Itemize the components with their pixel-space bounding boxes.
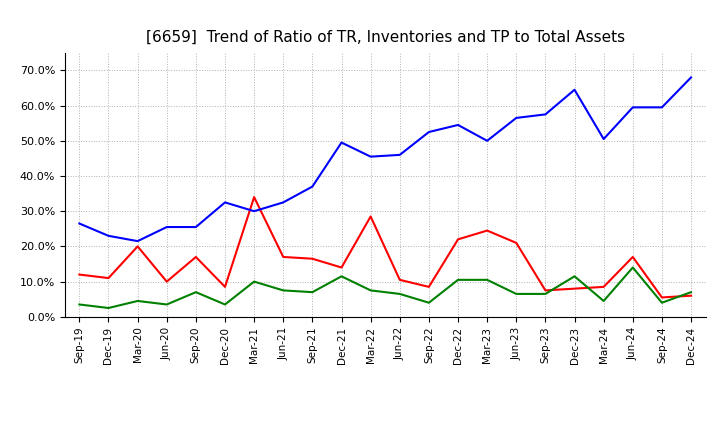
Inventories (104, 233, 113, 238)
Trade Receivables (629, 254, 637, 260)
Trade Payables (657, 300, 666, 305)
Inventories (250, 209, 258, 214)
Trade Receivables (599, 284, 608, 290)
Inventories (483, 138, 492, 143)
Inventories (454, 122, 462, 128)
Trade Receivables (454, 237, 462, 242)
Trade Receivables (657, 295, 666, 300)
Trade Receivables (133, 244, 142, 249)
Trade Receivables (366, 214, 375, 219)
Trade Receivables (483, 228, 492, 233)
Inventories (163, 224, 171, 230)
Trade Receivables (687, 293, 696, 298)
Inventories (308, 184, 317, 189)
Trade Payables (454, 277, 462, 282)
Inventories (541, 112, 550, 117)
Trade Receivables (395, 277, 404, 282)
Inventories (133, 238, 142, 244)
Line: Trade Receivables: Trade Receivables (79, 197, 691, 297)
Inventories (570, 87, 579, 92)
Inventories (687, 75, 696, 80)
Trade Payables (337, 274, 346, 279)
Inventories (192, 224, 200, 230)
Inventories (425, 129, 433, 135)
Inventories (629, 105, 637, 110)
Trade Payables (163, 302, 171, 307)
Trade Receivables (570, 286, 579, 291)
Trade Receivables (163, 279, 171, 284)
Trade Payables (425, 300, 433, 305)
Inventories (657, 105, 666, 110)
Trade Payables (192, 290, 200, 295)
Title: [6659]  Trend of Ratio of TR, Inventories and TP to Total Assets: [6659] Trend of Ratio of TR, Inventories… (145, 29, 625, 45)
Trade Payables (220, 302, 229, 307)
Trade Receivables (220, 284, 229, 290)
Trade Payables (599, 298, 608, 304)
Trade Receivables (75, 272, 84, 277)
Trade Receivables (337, 265, 346, 270)
Line: Trade Payables: Trade Payables (79, 268, 691, 308)
Trade Payables (366, 288, 375, 293)
Trade Receivables (512, 240, 521, 246)
Trade Payables (133, 298, 142, 304)
Trade Receivables (192, 254, 200, 260)
Line: Inventories: Inventories (79, 77, 691, 241)
Trade Payables (512, 291, 521, 297)
Trade Receivables (425, 284, 433, 290)
Trade Payables (687, 290, 696, 295)
Trade Receivables (308, 256, 317, 261)
Inventories (395, 152, 404, 158)
Inventories (337, 140, 346, 145)
Trade Payables (104, 305, 113, 311)
Trade Payables (308, 290, 317, 295)
Trade Receivables (541, 288, 550, 293)
Trade Payables (75, 302, 84, 307)
Trade Receivables (104, 275, 113, 281)
Inventories (366, 154, 375, 159)
Trade Payables (279, 288, 287, 293)
Trade Payables (395, 291, 404, 297)
Trade Payables (629, 265, 637, 270)
Trade Payables (541, 291, 550, 297)
Inventories (220, 200, 229, 205)
Trade Payables (570, 274, 579, 279)
Trade Payables (250, 279, 258, 284)
Inventories (512, 115, 521, 121)
Trade Payables (483, 277, 492, 282)
Inventories (75, 221, 84, 226)
Trade Receivables (279, 254, 287, 260)
Trade Receivables (250, 194, 258, 200)
Inventories (599, 136, 608, 142)
Inventories (279, 200, 287, 205)
